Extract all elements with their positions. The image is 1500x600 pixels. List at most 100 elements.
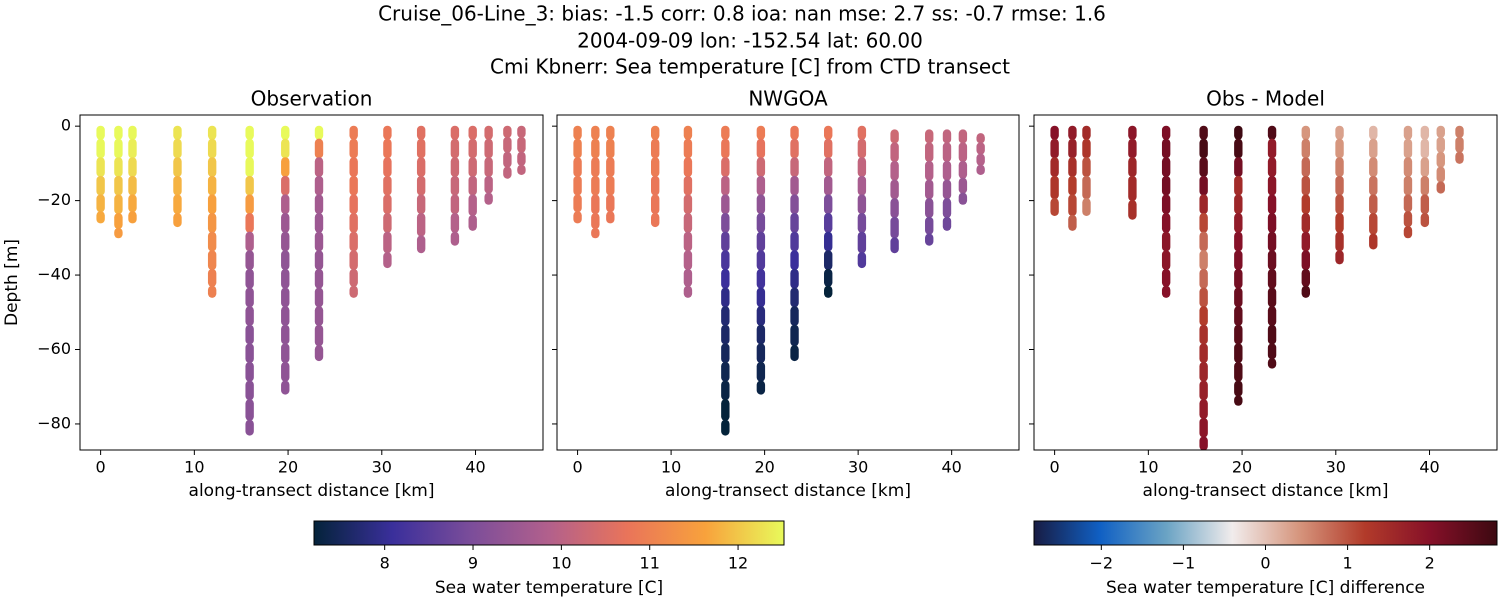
- data-point: [1301, 250, 1311, 271]
- data-point: [1436, 136, 1445, 153]
- data-point: [721, 306, 730, 326]
- data-point: [857, 194, 867, 215]
- data-point: [114, 157, 123, 178]
- data-point: [591, 175, 600, 196]
- data-point: [349, 250, 358, 271]
- data-point: [683, 175, 693, 196]
- data-point: [1403, 194, 1413, 213]
- data-point: [1335, 250, 1344, 265]
- data-point: [517, 125, 526, 138]
- data-point: [1234, 213, 1243, 233]
- data-point: [207, 138, 217, 159]
- data-point: [824, 157, 833, 178]
- data-point: [976, 164, 985, 176]
- panel-title: NWGOA: [748, 87, 828, 111]
- data-point: [281, 250, 290, 271]
- x-tick-label: 40: [465, 458, 485, 477]
- data-point: [281, 268, 290, 289]
- colorbar: [313, 520, 785, 546]
- data-point: [1455, 136, 1464, 153]
- data-point: [1301, 268, 1311, 287]
- data-point: [1335, 175, 1344, 196]
- data-point: [606, 175, 615, 196]
- data-point: [683, 285, 693, 298]
- data-point: [468, 138, 477, 159]
- data-point: [245, 343, 254, 364]
- data-point: [1068, 138, 1077, 159]
- data-point: [606, 125, 615, 140]
- data-point: [1161, 138, 1171, 159]
- data-point: [606, 211, 615, 224]
- data-point: [1267, 194, 1277, 215]
- data-point: [468, 214, 477, 231]
- data-point: [1234, 194, 1243, 215]
- data-point: [824, 250, 833, 271]
- data-point: [281, 361, 290, 382]
- data-point: [573, 211, 582, 224]
- data-point: [721, 287, 730, 308]
- data-point: [1436, 125, 1445, 138]
- data-point: [468, 157, 477, 178]
- data-point: [1161, 175, 1171, 196]
- data-point: [824, 285, 833, 298]
- data-point: [1403, 175, 1413, 196]
- data-point: [721, 213, 730, 233]
- data-point: [790, 125, 799, 140]
- data-point: [314, 231, 324, 252]
- plot-area: [96, 125, 526, 436]
- data-point: [890, 216, 899, 239]
- data-point: [450, 231, 460, 246]
- x-tick-label: 0: [1050, 458, 1060, 477]
- data-point: [721, 399, 730, 421]
- colorbar-tick-label: −2: [1090, 554, 1114, 573]
- data-point: [1199, 138, 1208, 159]
- data-point: [790, 268, 799, 289]
- data-point: [416, 138, 426, 159]
- data-point: [942, 160, 952, 181]
- data-point: [96, 194, 105, 213]
- data-point: [314, 125, 324, 140]
- colorbar-tick-label: −1: [1172, 554, 1196, 573]
- data-point: [349, 194, 358, 215]
- data-point: [314, 157, 324, 178]
- data-point: [1161, 125, 1171, 140]
- data-point: [314, 345, 324, 362]
- data-point: [468, 194, 477, 217]
- data-point: [1128, 138, 1137, 159]
- data-point: [1369, 175, 1378, 196]
- data-point: [1301, 157, 1311, 178]
- data-point: [1234, 395, 1243, 406]
- data-point: [756, 361, 766, 382]
- panel-title: Observation: [251, 87, 373, 111]
- data-point: [245, 287, 254, 308]
- data-point: [281, 213, 290, 233]
- data-point: [573, 138, 582, 159]
- data-point: [1335, 138, 1344, 159]
- data-point: [128, 138, 137, 159]
- data-point: [1301, 138, 1311, 159]
- data-point: [1050, 125, 1059, 140]
- data-point: [1128, 125, 1137, 140]
- data-point: [683, 213, 693, 233]
- data-point: [416, 235, 426, 254]
- data-point: [281, 157, 290, 178]
- data-point: [683, 250, 693, 271]
- data-point: [96, 138, 105, 159]
- data-point: [824, 175, 833, 196]
- data-point: [1436, 151, 1445, 168]
- colorbar-tick-label: 2: [1425, 554, 1435, 573]
- data-point: [1267, 287, 1277, 308]
- data-point: [349, 157, 358, 178]
- data-point: [1267, 231, 1277, 252]
- data-point: [114, 138, 123, 159]
- data-point: [721, 250, 730, 271]
- colorbar-tick-label: 10: [551, 554, 571, 573]
- data-point: [942, 198, 952, 218]
- data-point: [1301, 285, 1311, 298]
- data-point: [349, 231, 358, 252]
- data-point: [1128, 200, 1137, 220]
- data-point: [1234, 343, 1243, 364]
- data-point: [314, 175, 324, 196]
- data-point: [756, 324, 766, 345]
- data-point: [925, 216, 934, 235]
